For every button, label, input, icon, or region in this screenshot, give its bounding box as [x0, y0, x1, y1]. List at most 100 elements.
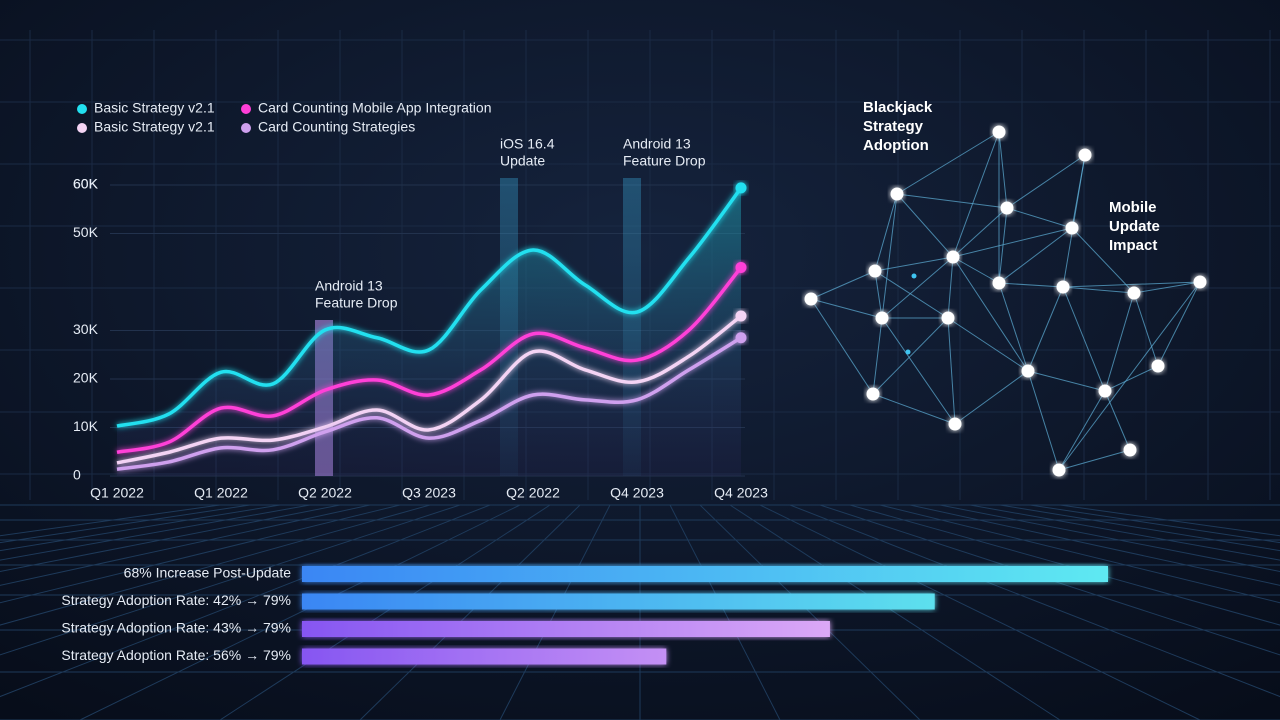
network-edge: [1133, 292, 1159, 367]
y-tick-label: 60K: [73, 176, 99, 192]
network-edge: [947, 317, 956, 425]
floor-grid: [0, 504, 341, 572]
floor-grid: [759, 504, 1201, 720]
diagram-title: Mobile: [1109, 199, 1157, 216]
network-node: [890, 187, 904, 201]
bar-label: 68% Increase Post-Update: [124, 565, 292, 581]
annotation: Feature Drop: [623, 153, 706, 169]
annotation: iOS 16.4: [500, 136, 555, 152]
network-edge: [874, 270, 883, 319]
network-edge: [872, 393, 956, 425]
network-edge: [881, 256, 954, 319]
floor-grid: [729, 504, 1061, 720]
network-node: [1056, 280, 1070, 294]
floor-grid: [219, 504, 551, 720]
network-node: [992, 276, 1006, 290]
diagram-title: Adoption: [863, 137, 929, 154]
y-tick-label: 60K: [73, 176, 99, 192]
legend-swatch: [77, 123, 87, 133]
end-dot: [735, 332, 747, 344]
network-edge: [998, 282, 1064, 288]
series-line: [116, 266, 743, 454]
network-edge: [947, 256, 954, 319]
y-tick-label: 20K: [73, 370, 99, 386]
floor-grid: [0, 504, 461, 656]
network-node: [804, 292, 818, 306]
y-tick-label: 30K: [73, 321, 99, 337]
diagram-title: Blackjack: [863, 99, 933, 116]
bar-label: Strategy Adoption Rate: 56% → 79%: [61, 647, 291, 663]
x-tick-label: Q1 2022: [194, 485, 248, 501]
network-edge: [881, 317, 956, 425]
network-edge: [1058, 281, 1201, 471]
network-node: [1127, 286, 1141, 300]
floor-grid: [789, 504, 1280, 698]
x-tick-label: Q3 2023: [402, 485, 456, 501]
network-edge: [998, 207, 1008, 284]
bar: [302, 621, 830, 637]
diagram-title: Update: [1109, 218, 1160, 235]
floor-grid: [849, 504, 1280, 626]
network-node: [992, 125, 1006, 139]
floor-grid: [79, 504, 521, 720]
legend-label: Basic Strategy v2.1: [94, 100, 215, 116]
network-edge: [1133, 281, 1201, 294]
x-tick-label: Q2 2022: [298, 485, 352, 501]
diagram-title: Impact: [1109, 237, 1157, 254]
end-dot: [735, 182, 747, 194]
network-node: [1151, 359, 1165, 373]
y-tick-label: 10K: [73, 418, 99, 434]
network-edge: [952, 207, 1008, 258]
network-node: [1000, 201, 1014, 215]
floor-grid: [0, 504, 311, 561]
network-node: [866, 387, 880, 401]
bar: [302, 566, 1108, 582]
floor-grid: [0, 504, 491, 698]
legend-label: Card Counting Strategies: [258, 119, 415, 135]
series-line: [116, 336, 742, 471]
network-edge: [872, 317, 883, 395]
network-edge: [1058, 449, 1131, 471]
floor-grid: [0, 504, 431, 626]
network-node: [1065, 221, 1079, 235]
network-edge: [881, 193, 898, 319]
grid-decoration: [0, 30, 1280, 720]
network-node: [1052, 463, 1066, 477]
network-node: [941, 311, 955, 325]
area: [117, 187, 741, 476]
floor-grid: [359, 504, 581, 720]
floor-grid: [909, 504, 1280, 586]
series-line: [116, 186, 743, 428]
network-edge: [998, 227, 1073, 284]
network-node: [1078, 148, 1092, 162]
network-edge: [874, 256, 954, 272]
legend-swatch: [77, 104, 87, 114]
network-edge: [896, 131, 1000, 195]
annotation: Feature Drop: [315, 295, 398, 311]
floor-grid: [669, 504, 781, 720]
network-edge: [1071, 227, 1135, 294]
network-edge: [810, 298, 883, 319]
legend-label: Basic Strategy v2.1: [94, 119, 215, 135]
floor-grid: [0, 504, 401, 604]
x-tick-label: Q2 2022: [506, 485, 560, 501]
network-dot: [911, 273, 917, 279]
floor-grid: [819, 504, 1280, 656]
network-node: [1123, 443, 1137, 457]
floor-grid: [969, 504, 1280, 561]
network-edge: [1157, 281, 1201, 367]
network-node: [948, 417, 962, 431]
y-tick-label: 0: [73, 467, 81, 483]
network-edge: [1006, 207, 1073, 229]
network-edge: [1062, 154, 1086, 288]
floor-grid: [879, 504, 1280, 604]
annotation: Android 13: [315, 278, 383, 294]
floor-grid: [0, 504, 251, 544]
network-edge: [998, 282, 1029, 372]
network-node: [1193, 275, 1207, 289]
legend-label: Card Counting Mobile App Integration: [258, 100, 491, 116]
network-dot: [905, 349, 911, 355]
network-node: [946, 250, 960, 264]
end-dot: [735, 261, 747, 273]
